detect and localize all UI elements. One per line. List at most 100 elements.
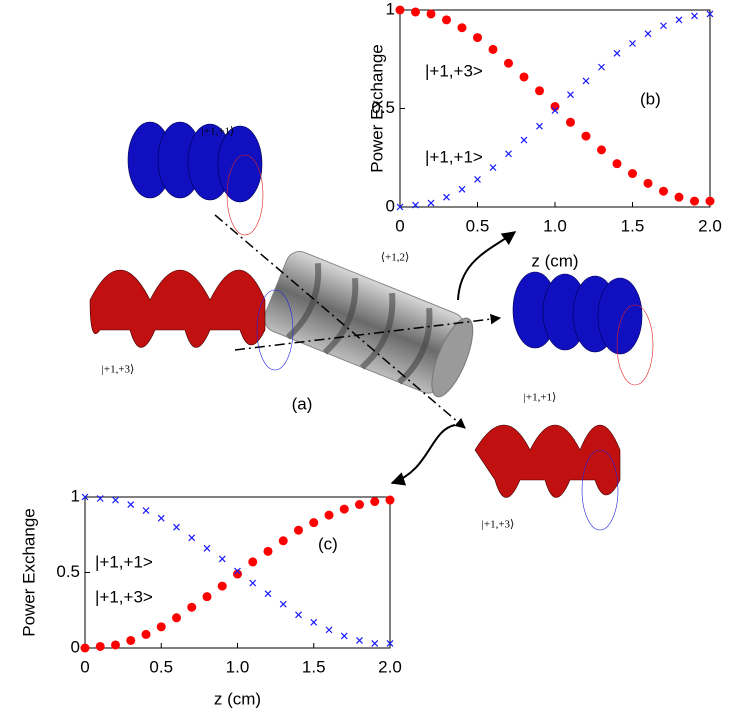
- data-point: [187, 602, 197, 612]
- data-point: [505, 150, 512, 158]
- data-point: [504, 58, 513, 68]
- data-point: [157, 514, 165, 522]
- y-tick-label: 0.5: [56, 562, 80, 581]
- data-point: [629, 40, 636, 47]
- data-point: [339, 504, 349, 514]
- data-point: [386, 640, 394, 647]
- data-point: [173, 523, 180, 531]
- red-helix: [474, 424, 621, 531]
- data-point: [473, 33, 482, 43]
- data-point: [519, 72, 529, 82]
- data-point: [628, 169, 637, 179]
- data-point: [690, 196, 699, 206]
- annotation: |+1,+3>: [425, 61, 483, 80]
- mode-label: |+1,+3⟩: [482, 519, 515, 531]
- data-point: [172, 613, 181, 623]
- data-point: [141, 629, 151, 639]
- data-point: [126, 635, 136, 645]
- x-tick-label: 0: [80, 657, 89, 676]
- data-point: [551, 107, 559, 114]
- data-point: [188, 534, 196, 542]
- mode-label: |+1,+1⟩: [202, 126, 235, 138]
- x-tick-label: 1.5: [621, 216, 645, 235]
- data-point: [567, 91, 574, 99]
- data-point: [263, 546, 273, 556]
- x-tick-label: 2.0: [698, 216, 722, 235]
- data-point: [395, 5, 405, 15]
- arrow: [457, 231, 517, 301]
- data-point: [488, 44, 498, 54]
- data-point: [81, 493, 89, 501]
- data-point: [612, 159, 622, 169]
- data-point: [325, 626, 333, 634]
- y-tick-label: 1: [386, 0, 395, 18]
- mode-label: ⟨+1,2⟩: [381, 252, 410, 264]
- x-tick-label: 1.5: [302, 657, 326, 676]
- data-point: [674, 192, 684, 202]
- data-point: [324, 510, 334, 520]
- data-point: [248, 557, 258, 567]
- x-tick-label: 0.5: [149, 657, 173, 676]
- data-point: [217, 581, 227, 591]
- data-point: [643, 178, 653, 188]
- data-point: [597, 145, 606, 155]
- data-point: [234, 567, 241, 575]
- annotation: |+1,+1>: [425, 147, 483, 166]
- data-point: [111, 640, 120, 650]
- beam-paths: [214, 214, 502, 429]
- x-axis-label: z (cm): [214, 689, 261, 708]
- data-point: [613, 49, 621, 57]
- waveguide: [263, 251, 474, 398]
- data-point: [442, 15, 451, 25]
- data-point: [355, 500, 364, 510]
- data-point: [309, 518, 319, 528]
- data-point: [426, 9, 436, 19]
- data-point: [535, 86, 544, 96]
- data-point: [458, 185, 466, 193]
- data-point: [96, 495, 104, 502]
- data-point: [427, 199, 435, 207]
- arrow: [390, 424, 456, 486]
- data-point: [474, 175, 481, 183]
- data-point: [644, 30, 652, 38]
- data-point: [706, 10, 714, 18]
- data-point: [95, 641, 105, 651]
- data-point: [660, 22, 667, 30]
- y-tick-label: 0: [386, 196, 395, 215]
- x-tick-label: 0: [395, 216, 404, 235]
- data-point: [80, 643, 90, 653]
- data-point: [705, 196, 715, 206]
- data-point: [127, 501, 135, 508]
- data-point: [202, 592, 212, 602]
- data-point: [249, 579, 257, 587]
- data-point: [340, 632, 348, 640]
- mode-label: |+1,+1⟩: [524, 392, 557, 404]
- annotation: (b): [640, 89, 661, 108]
- y-tick-label: 0.5: [371, 98, 395, 117]
- blue-helix: [127, 121, 264, 236]
- data-point: [295, 611, 302, 619]
- data-point: [536, 122, 543, 130]
- blue-helix: [512, 271, 654, 386]
- data-point: [691, 12, 698, 20]
- y-axis-label: Power Exchange: [19, 508, 38, 637]
- data-point: [582, 77, 590, 85]
- data-point: [675, 16, 683, 24]
- data-point: [520, 136, 528, 144]
- data-point: [412, 201, 419, 209]
- y-tick-label: 1: [71, 486, 80, 505]
- data-point: [581, 131, 591, 141]
- x-axis-label: z (cm): [531, 251, 578, 270]
- x-tick-label: 1.0: [543, 216, 567, 235]
- data-point: [356, 637, 363, 644]
- data-point: [278, 536, 288, 546]
- mode-label: |+1,+3⟩: [102, 364, 135, 376]
- data-point: [566, 117, 575, 127]
- data-point: [659, 186, 668, 196]
- y-axis-label: Power Exchange: [367, 44, 386, 173]
- annotation: |+1,+1>: [95, 552, 153, 571]
- panel-label: (a): [292, 394, 313, 413]
- x-tick-label: 0.5: [466, 216, 490, 235]
- y-tick-label: 0: [71, 637, 80, 656]
